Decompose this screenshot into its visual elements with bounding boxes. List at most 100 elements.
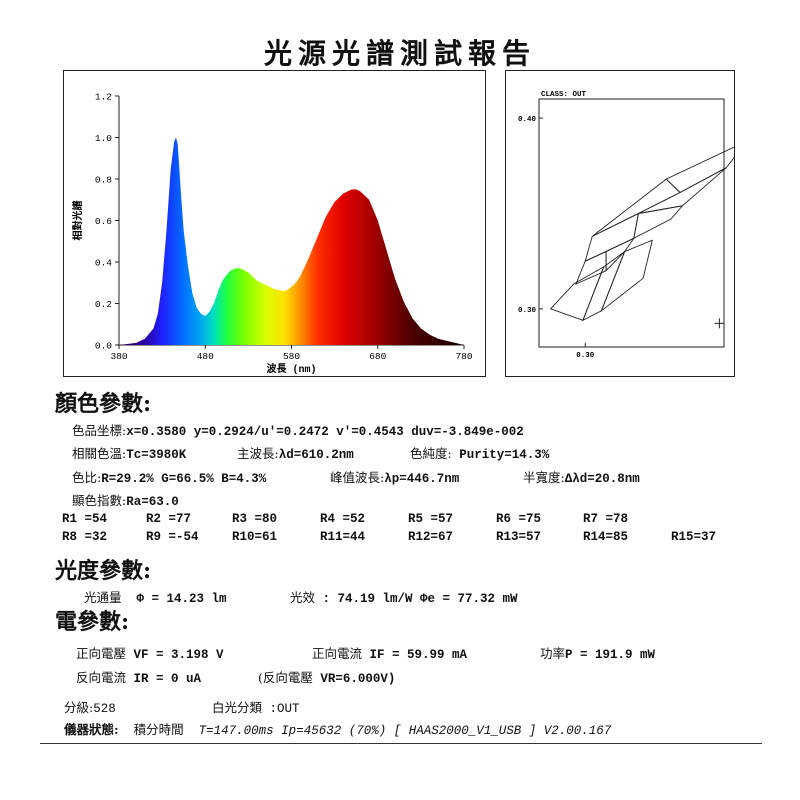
- cie-y-tick-label: 0.30: [518, 307, 537, 315]
- r-value-3: R3 =80: [232, 512, 278, 526]
- r-value-6: R6 =75: [496, 512, 542, 526]
- ratio-label: 色比:: [72, 470, 102, 485]
- r-value-10: R10=61: [232, 530, 278, 544]
- cri-value: Ra=63.0: [126, 495, 179, 509]
- forward-voltage: 正向電壓 VF = 3.198 V: [76, 643, 224, 662]
- cie-plot-area: [538, 98, 725, 348]
- x-tick-label: 480: [197, 351, 214, 362]
- r-value-1: R1 =54: [62, 512, 108, 526]
- r-value-7: R7 =78: [583, 512, 629, 526]
- x-tick-label: 580: [283, 351, 300, 362]
- r-value-5: R5 =57: [408, 512, 454, 526]
- cie-y-tick-label: 0.40: [518, 116, 537, 124]
- spectrum-chart-frame: 0.0 0.2 0.4 0.6 0.8 1.0 1.2 380 480 580 680 780 波長 (…: [63, 70, 486, 377]
- color-ratio-row: 色比:R=29.2% G=66.5% B=4.3%: [72, 467, 266, 486]
- dominant-wavelength: 主波長:λd=610.2nm: [237, 443, 354, 462]
- efficacy: 光效 : 74.19 lm/W Φe = 77.32 mW: [290, 587, 518, 606]
- efficacy-value: : 74.19 lm/W Φe = 77.32 mW: [322, 592, 518, 606]
- chromaticity-values: x=0.3580 y=0.2924/u'=0.2472 v'=0.4543 du…: [126, 425, 524, 439]
- r-value-13: R13=57: [496, 530, 542, 544]
- x-tick-label: 780: [455, 351, 472, 362]
- r-value-8: R8 =32: [62, 530, 108, 544]
- cct-row: 相關色溫:Tc=3980K: [72, 443, 186, 462]
- forward-current: 正向電流 IF = 59.99 mA: [312, 643, 467, 662]
- y-tick-label: 0.4: [95, 258, 112, 269]
- r-value-4: R4 =52: [320, 512, 366, 526]
- ir-value: IR = 0 uA: [133, 672, 202, 686]
- r-value-11: R11=44: [320, 530, 366, 544]
- cie-bin-9: [665, 140, 748, 194]
- chromaticity-row: 色品坐標:x=0.3580 y=0.2924/u'=0.2472 v'=0.45…: [72, 420, 524, 439]
- cie-bin-6: [633, 205, 684, 240]
- if-label: 正向電流: [312, 646, 363, 661]
- photometric-heading: 光度參數:: [55, 558, 152, 584]
- power-label: 功率: [540, 646, 566, 661]
- instrument-label: 儀器狀態:: [64, 722, 119, 737]
- fwhm-value: Δλd=20.8nm: [564, 472, 640, 486]
- electrical-heading: 電參數:: [55, 609, 130, 635]
- purity-value: Purity=14.3%: [459, 448, 550, 462]
- y-tick-label: 0.0: [95, 341, 112, 352]
- cie-chart: CLASS: OUT 0.30 0.40 0.30: [518, 91, 748, 360]
- r-value-12: R12=67: [408, 530, 454, 544]
- spectrum-area: [119, 137, 464, 345]
- cct-label: 相關色溫:: [72, 446, 127, 461]
- peak-label: 峰值波長:: [330, 470, 385, 485]
- dominant-label: 主波長:: [237, 446, 279, 461]
- grade-row: 分級:528: [64, 697, 116, 716]
- cri-label: 顯色指數:: [72, 493, 127, 508]
- grade-value: 528: [93, 702, 116, 716]
- power-value: P = 191.9 mW: [565, 648, 656, 662]
- cie-class-label: CLASS: OUT: [541, 91, 587, 99]
- reverse-voltage: (反向電壓 VR=6.000V): [258, 667, 395, 686]
- cie-x-tick-label: 0.30: [576, 352, 595, 360]
- ir-label: 反向電流: [76, 670, 127, 685]
- half-width: 半寬度:Δλd=20.8nm: [523, 467, 640, 486]
- luminous-flux: 光通量 Φ = 14.23 lm: [84, 587, 227, 606]
- purity-label: 色純度:: [410, 446, 452, 461]
- y-tick-label: 0.8: [95, 175, 112, 186]
- cri-row: 顯色指數:Ra=63.0: [72, 490, 179, 509]
- ratio-value: R=29.2% G=66.5% B=4.3%: [101, 472, 267, 486]
- cct-value: Tc=3980K: [126, 448, 187, 462]
- peak-value: λp=446.7nm: [384, 472, 460, 486]
- flux-value: Φ = 14.23 lm: [136, 592, 227, 606]
- cie-chart-frame: CLASS: OUT 0.30 0.40 0.30: [505, 70, 748, 377]
- power: 功率P = 191.9 mW: [540, 643, 655, 662]
- r-value-2: R2 =77: [146, 512, 192, 526]
- flux-label: 光通量: [84, 590, 122, 605]
- grade-label: 分級:: [64, 700, 94, 715]
- y-tick-label: 1.2: [95, 92, 112, 103]
- vf-value: VF = 3.198 V: [133, 648, 224, 662]
- y-tick-label: 0.6: [95, 216, 112, 227]
- y-tick-label: 0.2: [95, 299, 112, 310]
- x-axis-label: 波長 (nm): [266, 362, 316, 376]
- fwhm-label: 半寬度:: [523, 470, 565, 485]
- purity: 色純度: Purity=14.3%: [410, 443, 549, 462]
- x-tick-label: 680: [369, 351, 386, 362]
- cie-bin-2: [600, 239, 653, 313]
- instrument-row: 儀器狀態: 積分時間 T=147.00ms Ip=45632 (70%) [ H…: [64, 719, 611, 738]
- r-value-14: R14=85: [583, 530, 629, 544]
- peak-wavelength: 峰值波長:λp=446.7nm: [330, 467, 459, 486]
- if-value: IF = 59.99 mA: [369, 648, 468, 662]
- reverse-current: 反向電流 IR = 0 uA: [76, 667, 201, 686]
- chromaticity-label: 色品坐標:: [72, 423, 127, 438]
- spectrum-chart: 0.0 0.2 0.4 0.6 0.8 1.0 1.2 380 480 580 680 780 波長 (…: [71, 92, 473, 377]
- efficacy-label: 光效: [290, 590, 316, 605]
- white-class-row: 白光分類 :OUT: [212, 697, 300, 716]
- white-class-value: :OUT: [269, 702, 300, 716]
- x-tick-label: 380: [110, 351, 127, 362]
- vf-label: 正向電壓: [76, 646, 127, 661]
- y-axis-label: 相對光譜: [71, 201, 85, 241]
- white-class-label: 白光分類: [212, 700, 263, 715]
- vr-label: (反向電壓: [258, 670, 313, 685]
- integral-label: 積分時間: [133, 722, 184, 737]
- vr-value: VR=6.000V): [320, 672, 396, 686]
- color-params-heading: 顏色參數:: [55, 391, 152, 417]
- r-value-9: R9 =-54: [146, 530, 199, 544]
- report-title: 光源光譜測試報告: [263, 37, 536, 70]
- r-value-15: R15=37: [671, 530, 717, 544]
- bottom-divider: [40, 743, 762, 744]
- integral-value: T=147.00ms Ip=45632 (70%) [ HAAS2000_V1_…: [198, 724, 612, 738]
